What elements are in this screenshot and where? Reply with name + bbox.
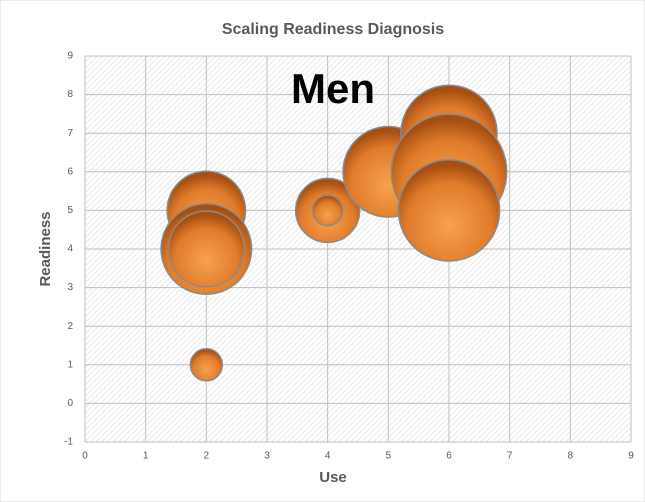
x-tick-label: 9 xyxy=(628,451,634,462)
x-axis-label: Use xyxy=(319,469,347,486)
y-tick-label: 5 xyxy=(67,205,73,216)
bubble xyxy=(311,194,344,227)
y-tick-label: 6 xyxy=(67,166,73,177)
bubble xyxy=(167,210,245,288)
y-tick-label: 0 xyxy=(67,398,73,409)
y-axis-label: Readiness xyxy=(37,211,54,286)
bubble xyxy=(189,348,224,382)
y-tick-label: 7 xyxy=(67,128,73,139)
x-tick-label: 2 xyxy=(204,451,210,462)
y-tick-label: -1 xyxy=(64,437,73,448)
x-tick-label: 3 xyxy=(264,451,270,462)
y-tick-label: 3 xyxy=(67,282,73,293)
x-tick-label: 7 xyxy=(507,451,513,462)
annotation: Men xyxy=(291,65,375,112)
y-tick-label: 1 xyxy=(67,359,73,370)
x-tick-label: 6 xyxy=(446,451,452,462)
bubble xyxy=(397,159,501,262)
x-tick-label: 8 xyxy=(568,451,574,462)
x-tick-label: 1 xyxy=(143,451,149,462)
x-tick-label: 5 xyxy=(386,451,392,462)
y-tick-label: 4 xyxy=(67,244,73,255)
x-tick-label: 4 xyxy=(325,451,331,462)
plot-layer: -1 0 1 2 3 4 5 6 7 8 9 0 1 2 3 4 5 6 7 8 9 xyxy=(64,51,634,462)
y-tick-label: 2 xyxy=(67,321,73,332)
y-tick-label: 8 xyxy=(67,89,73,100)
chart-title: Scaling Readiness Diagnosis xyxy=(222,21,444,38)
y-tick-label: 9 xyxy=(67,51,73,62)
x-tick-label: 0 xyxy=(82,451,88,462)
